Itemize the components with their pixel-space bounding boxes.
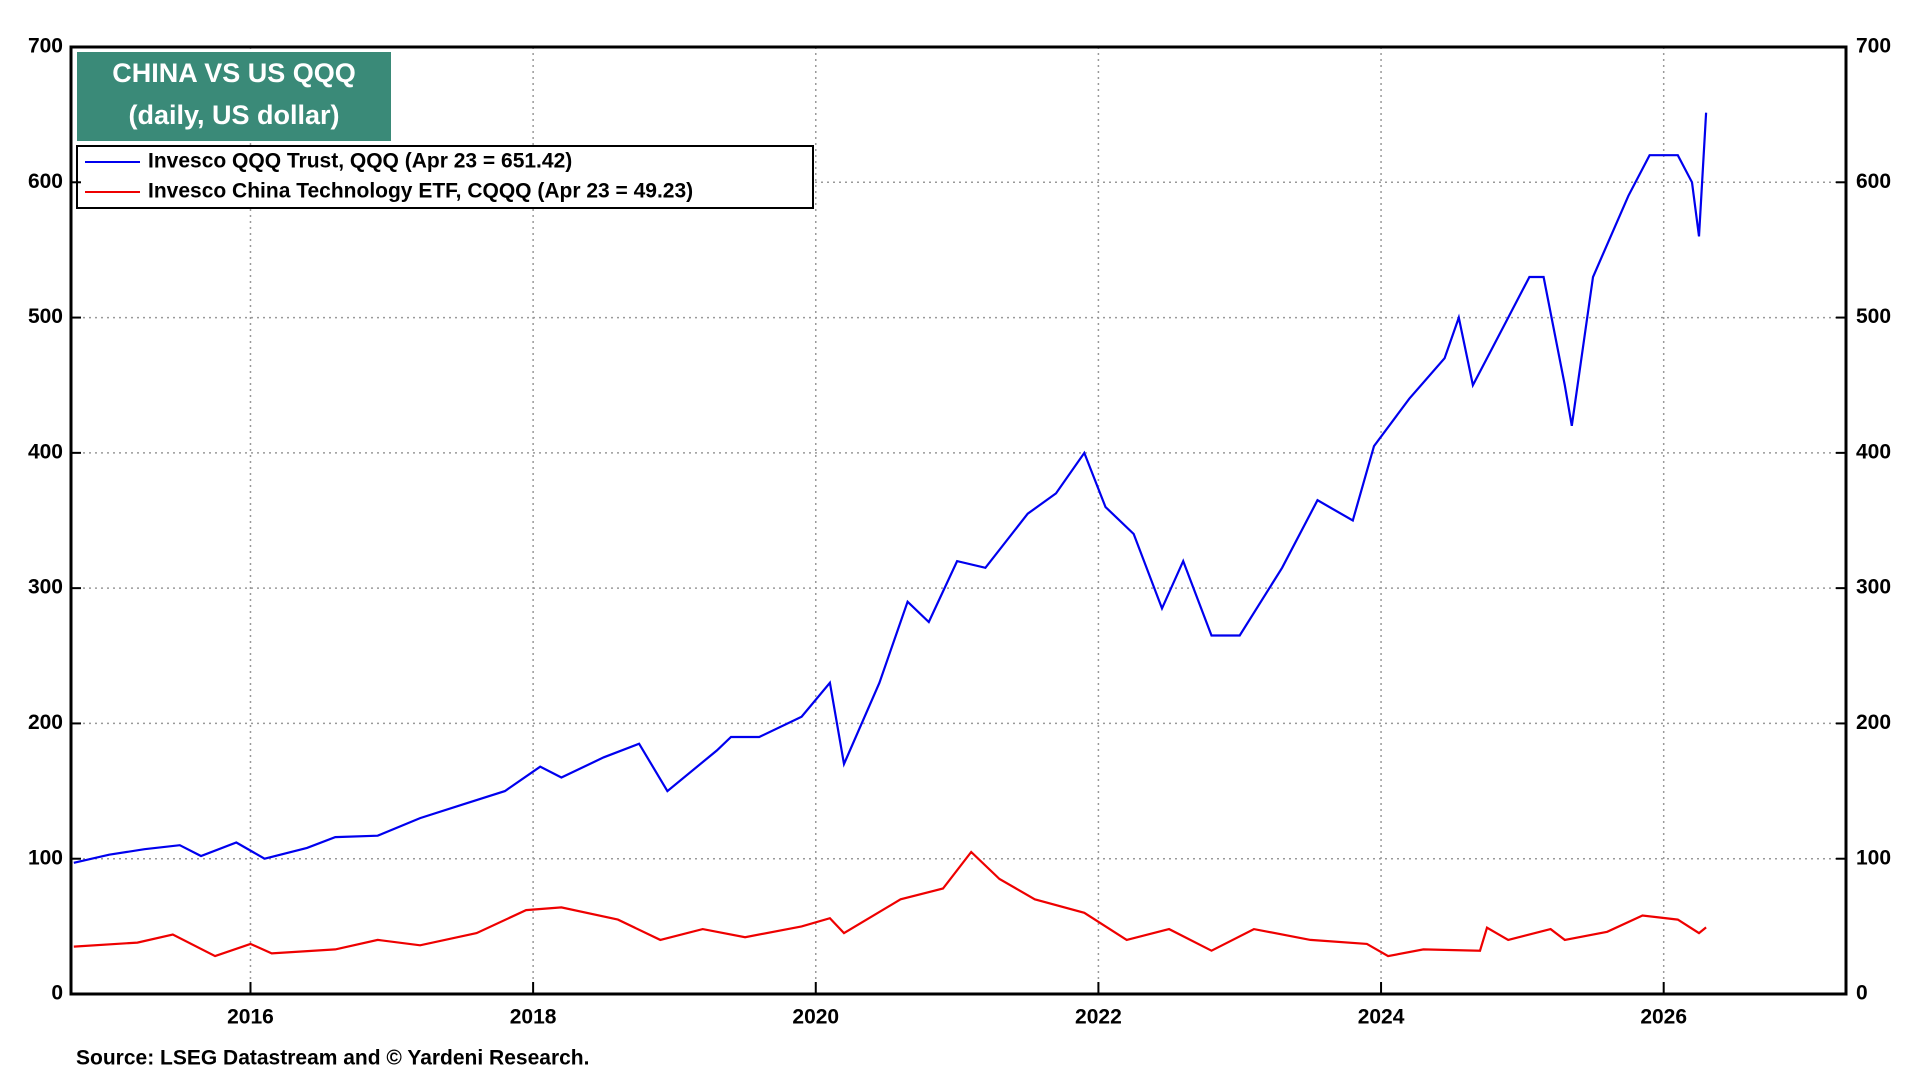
y2-tick-label: 400 (1856, 440, 1891, 463)
plot-frame (69, 45, 1848, 996)
y-tick-label: 300 (28, 576, 63, 599)
y-tick-label: 200 (28, 711, 63, 734)
x-tick-label: 2018 (510, 1006, 557, 1029)
x-tick-label: 2024 (1358, 1006, 1405, 1029)
y2-tick-label: 200 (1856, 711, 1891, 734)
x-tick-label: 2016 (227, 1006, 274, 1029)
y-tick-label: 600 (28, 170, 63, 193)
x-tick-label: 2026 (1640, 1006, 1687, 1029)
series-line (73, 112, 1708, 864)
y2-tick-label: 600 (1856, 170, 1891, 193)
legend-box (76, 145, 814, 209)
y2-tick-label: 300 (1856, 576, 1891, 599)
x-tick-label: 2020 (792, 1006, 839, 1029)
series-line (73, 850, 1707, 958)
y-tick-label: 500 (28, 305, 63, 328)
y2-tick-label: 0 (1856, 982, 1868, 1005)
chart-subtitle: (daily, US dollar) (128, 100, 339, 130)
y-tick-label: 700 (28, 35, 63, 58)
source-note: Source: LSEG Datastream and © Yardeni Re… (76, 1047, 589, 1070)
y2-tick-label: 500 (1856, 305, 1891, 328)
y-tick-label: 0 (51, 982, 63, 1005)
title-box (77, 52, 391, 141)
legend-label: Invesco QQQ Trust, QQQ (Apr 23 = 651.42) (148, 150, 572, 173)
legend-label: Invesco China Technology ETF, CQQQ (Apr … (148, 180, 693, 203)
y-tick-label: 100 (28, 846, 63, 869)
y2-tick-label: 700 (1856, 35, 1891, 58)
y2-tick-label: 100 (1856, 846, 1891, 869)
y-tick-label: 400 (28, 440, 63, 463)
x-tick-label: 2022 (1075, 1006, 1122, 1029)
chart-title: CHINA VS US QQQ (112, 58, 356, 88)
